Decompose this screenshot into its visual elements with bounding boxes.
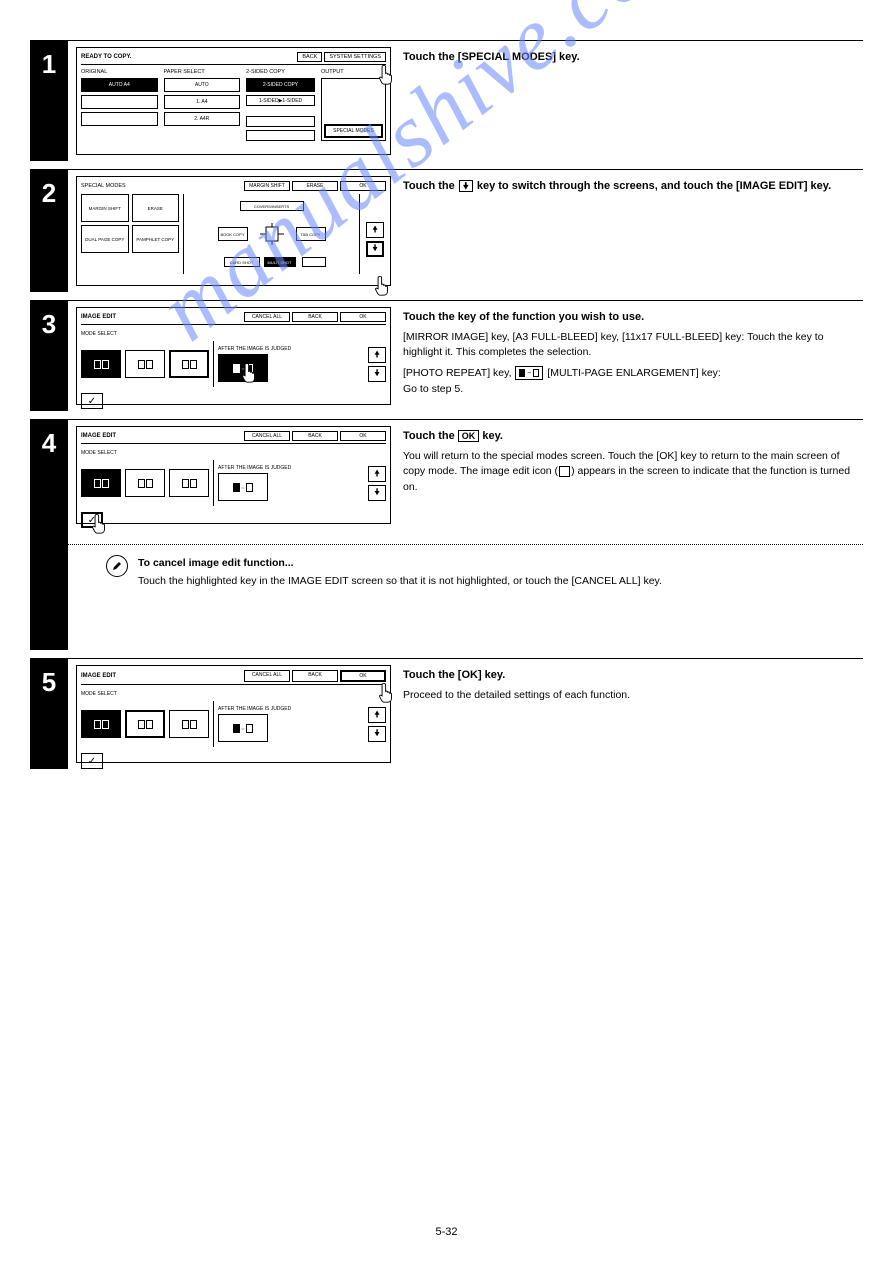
step-number: 1 <box>30 41 68 161</box>
step-number: 3 <box>30 301 68 411</box>
mode-mirror[interactable] <box>81 469 121 497</box>
down-button[interactable]: 🠟 <box>368 485 386 501</box>
step-2: 2 SPECIAL MODES MARGIN SHIFT ERASE OK MA… <box>30 169 863 292</box>
panel-title: IMAGE EDIT <box>81 314 116 320</box>
down-button[interactable]: 🠟 <box>366 241 384 257</box>
hand-cursor-icon <box>241 362 257 384</box>
opt[interactable]: MARGIN SHIFT <box>81 194 129 222</box>
cancel-all-button[interactable]: CANCEL ALL <box>244 670 290 682</box>
mode-a3[interactable] <box>169 469 209 497</box>
tab[interactable]: ERASE <box>292 181 338 191</box>
hand-cursor-icon <box>374 275 390 297</box>
sided-item[interactable]: 1-SIDED▶1-SIDED <box>246 95 315 106</box>
check-button[interactable]: ✓ <box>81 753 103 769</box>
paper-item[interactable]: AUTO <box>164 78 241 92</box>
col-2sided: 2-SIDED COPY 2-SIDED COPY 1-SIDED▶1-SIDE… <box>246 69 315 141</box>
col-paper: PAPER SELECT AUTO 1. A4 2. A4R <box>164 69 241 141</box>
dotted-divider <box>68 544 863 545</box>
edit-icon <box>559 466 570 477</box>
orig-auto[interactable]: AUTO A4 <box>81 78 158 92</box>
mode-mirror[interactable] <box>81 350 121 378</box>
up-button[interactable]: 🠝 <box>368 466 386 482</box>
orig-item[interactable] <box>81 95 158 109</box>
panel-title: READY TO COPY. <box>81 54 131 60</box>
mode-multi[interactable]: ⇔ <box>218 473 268 501</box>
mode-mirror[interactable] <box>81 710 121 738</box>
panel-2: SPECIAL MODES MARGIN SHIFT ERASE OK MARG… <box>76 176 391 286</box>
ok-button[interactable]: OK <box>340 431 386 441</box>
page-number: 5-32 <box>435 1226 457 1238</box>
paper-item[interactable]: 1. A4 <box>164 95 241 109</box>
mode-a3[interactable] <box>169 710 209 738</box>
hand-cursor-icon <box>378 64 394 86</box>
back-button[interactable]: BACK <box>292 670 338 682</box>
mode-photo[interactable] <box>125 710 165 738</box>
panel-title: IMAGE EDIT <box>81 673 116 679</box>
cancel-all-button[interactable]: CANCEL ALL <box>244 431 290 441</box>
hand-cursor-icon <box>378 682 394 704</box>
panel-title: SPECIAL MODES <box>81 183 126 189</box>
down-button[interactable]: 🠟 <box>368 726 386 742</box>
mode-multi[interactable]: ⇔ <box>218 714 268 742</box>
pencil-icon <box>106 555 128 577</box>
instructions: Touch the 🠟 key to switch through the sc… <box>391 176 863 286</box>
ok-button[interactable]: OK <box>340 670 386 682</box>
note: To cancel image edit function... Touch t… <box>68 555 863 590</box>
hand-cursor-icon <box>91 513 107 535</box>
up-button[interactable]: 🠝 <box>368 707 386 723</box>
opt[interactable]: PAMPHLET COPY <box>132 225 180 253</box>
cancel-all-button[interactable]: CANCEL ALL <box>244 312 290 322</box>
mode-photo[interactable] <box>125 469 165 497</box>
opt[interactable]: DUAL PAGE COPY <box>81 225 129 253</box>
step-number: 5 <box>30 659 68 769</box>
step-number: 4 <box>30 420 68 650</box>
up-button[interactable]: 🠝 <box>368 347 386 363</box>
back-button[interactable]: BACK <box>292 431 338 441</box>
sided-item[interactable] <box>246 116 315 127</box>
special-modes-button[interactable]: SPECIAL MODES <box>324 124 383 138</box>
panel-4: IMAGE EDIT CANCEL ALL BACK OK MODE SELEC… <box>76 426 391 524</box>
mode-a3[interactable] <box>169 350 209 378</box>
instructions: Touch the [SPECIAL MODES] key. <box>391 47 863 155</box>
mode-photo[interactable] <box>125 350 165 378</box>
divider <box>213 701 214 747</box>
up-button[interactable]: 🠝 <box>366 222 384 238</box>
tab[interactable]: OK <box>340 181 386 191</box>
down-icon: 🠟 <box>459 180 473 192</box>
panel-5: IMAGE EDIT CANCEL ALL BACK OK MODE SELEC… <box>76 665 391 763</box>
instructions: Touch the [OK] key. Proceed to the detai… <box>391 665 863 763</box>
options: MARGIN SHIFT ERASE DUAL PAGE COPY PAMPHL… <box>81 194 179 274</box>
ok-inline-icon: OK <box>458 430 480 442</box>
opt[interactable]: ERASE <box>132 194 180 222</box>
step-5: 5 IMAGE EDIT CANCEL ALL BACK OK MODE SEL… <box>30 658 863 769</box>
instructions: Touch the key of the function you wish t… <box>391 307 863 405</box>
sided-item[interactable]: 2-SIDED COPY <box>246 78 315 92</box>
back-button[interactable]: BACK <box>297 52 322 62</box>
check-button[interactable]: ✓ <box>81 393 103 409</box>
panel-1: READY TO COPY. BACK SYSTEM SETTINGS ORIG… <box>76 47 391 155</box>
orig-item[interactable] <box>81 112 158 126</box>
panel-3: IMAGE EDIT CANCEL ALL BACK OK MODE SELEC… <box>76 307 391 405</box>
step-number: 2 <box>30 170 68 292</box>
panel-title: IMAGE EDIT <box>81 433 116 439</box>
paper-item[interactable]: 2. A4R <box>164 112 241 126</box>
step-1: 1 READY TO COPY. BACK SYSTEM SETTINGS OR… <box>30 40 863 161</box>
instructions: Touch the OK key. You will return to the… <box>391 426 863 524</box>
system-button[interactable]: SYSTEM SETTINGS <box>324 52 386 62</box>
divider <box>213 341 214 387</box>
sided-item[interactable] <box>246 130 315 141</box>
diagram: COVERS/INSERTS BOOK COPY TAB COPY CARD S… <box>183 194 360 274</box>
down-button[interactable]: 🠟 <box>368 366 386 382</box>
step-3: 3 IMAGE EDIT CANCEL ALL BACK OK MODE SEL… <box>30 300 863 411</box>
back-button[interactable]: BACK <box>292 312 338 322</box>
col-output: OUTPUT SPECIAL MODES <box>321 69 386 141</box>
step-4: 4 IMAGE EDIT CANCEL ALL BACK OK MODE SEL… <box>30 419 863 650</box>
multi-page-icon: ⇔ <box>515 366 543 380</box>
col-original: ORIGINAL AUTO A4 <box>81 69 158 141</box>
divider <box>213 460 214 506</box>
ok-button[interactable]: OK <box>340 312 386 322</box>
tab[interactable]: MARGIN SHIFT <box>244 181 290 191</box>
